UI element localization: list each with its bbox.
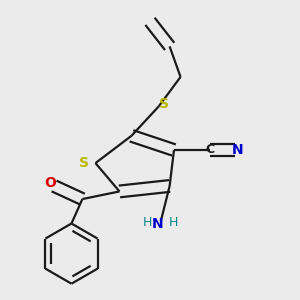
Text: N: N	[152, 217, 164, 231]
Text: O: O	[44, 176, 56, 190]
Text: S: S	[79, 156, 89, 170]
Text: C: C	[206, 143, 214, 157]
Text: S: S	[159, 97, 169, 111]
Text: N: N	[232, 143, 244, 157]
Text: H: H	[169, 216, 178, 229]
Text: H: H	[142, 216, 152, 229]
